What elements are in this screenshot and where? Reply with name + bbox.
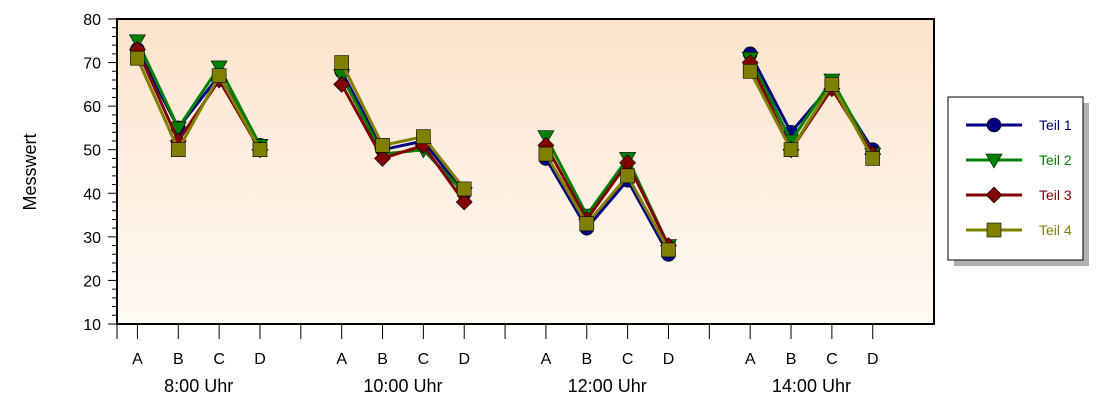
x-tick-label: D bbox=[254, 351, 266, 368]
legend-marker bbox=[985, 186, 1003, 204]
x-group-label: 10:00 Uhr bbox=[363, 376, 442, 396]
legend-marker bbox=[985, 153, 1003, 169]
data-point bbox=[374, 150, 391, 167]
data-point bbox=[456, 181, 472, 197]
y-tick-label: 70 bbox=[83, 56, 101, 73]
x-tick-label: D bbox=[458, 351, 470, 368]
x-tick-label: A bbox=[541, 351, 552, 368]
x-group-label: 14:00 Uhr bbox=[772, 376, 851, 396]
x-tick-label: C bbox=[622, 351, 634, 368]
x-group-label: 12:00 Uhr bbox=[568, 376, 647, 396]
data-point bbox=[579, 216, 595, 232]
series-line bbox=[748, 70, 875, 160]
series-line bbox=[544, 157, 670, 256]
legend-label: Teil 4 bbox=[1039, 222, 1072, 238]
x-tick-label: B bbox=[377, 351, 388, 368]
data-point bbox=[170, 142, 186, 158]
legend-marker bbox=[986, 117, 1002, 133]
y-tick-label: 10 bbox=[83, 317, 101, 334]
data-point bbox=[252, 142, 268, 158]
series-line bbox=[136, 40, 262, 147]
legend-label: Teil 3 bbox=[1039, 187, 1072, 203]
data-point bbox=[333, 75, 351, 93]
series-teil-4 bbox=[130, 50, 881, 258]
data-point bbox=[824, 77, 840, 92]
data-point bbox=[211, 68, 227, 83]
data-point bbox=[620, 168, 635, 184]
data-point bbox=[865, 151, 881, 166]
series-line bbox=[544, 153, 670, 251]
data-point bbox=[210, 60, 228, 76]
y-tick-label: 60 bbox=[83, 99, 101, 116]
data-point bbox=[416, 129, 431, 144]
data-point bbox=[783, 142, 799, 158]
data-point bbox=[661, 242, 676, 258]
data-point bbox=[742, 63, 758, 79]
data-point bbox=[455, 193, 473, 211]
series-line bbox=[340, 83, 466, 203]
legend-label: Teil 2 bbox=[1039, 152, 1072, 168]
plot-area bbox=[116, 18, 935, 325]
y-tick-label: 30 bbox=[83, 230, 101, 247]
series-line bbox=[544, 144, 670, 247]
y-axis-label: Messwert bbox=[20, 133, 40, 210]
x-tick-label: B bbox=[173, 351, 184, 368]
series-line bbox=[748, 57, 875, 155]
data-point bbox=[334, 55, 349, 70]
legend-marker bbox=[986, 222, 1002, 238]
x-tick-label: D bbox=[867, 351, 879, 368]
x-tick-label: B bbox=[581, 351, 592, 368]
x-tick-label: A bbox=[336, 351, 347, 368]
y-tick-label: 40 bbox=[83, 186, 101, 203]
series-line bbox=[340, 61, 466, 190]
legend-label: Teil 1 bbox=[1039, 117, 1072, 133]
series-line bbox=[136, 57, 262, 154]
x-tick-label: D bbox=[663, 351, 675, 368]
y-tick-label: 50 bbox=[83, 143, 101, 160]
x-tick-label: A bbox=[745, 351, 756, 368]
y-tick-label: 20 bbox=[83, 273, 101, 290]
x-tick-label: C bbox=[213, 351, 225, 368]
x-group-label: 8:00 Uhr bbox=[164, 376, 233, 396]
x-tick-label: C bbox=[826, 351, 838, 368]
data-point bbox=[538, 146, 554, 162]
y-tick-label: 80 bbox=[83, 12, 101, 29]
data-point bbox=[375, 138, 390, 153]
x-tick-label: C bbox=[418, 351, 430, 368]
data-point bbox=[130, 50, 145, 66]
x-tick-label: B bbox=[786, 351, 797, 368]
legend: Teil 1 Teil 2 Teil 3 Teil 4 bbox=[947, 96, 1089, 266]
x-tick-label: A bbox=[132, 351, 143, 368]
series-line bbox=[340, 70, 466, 195]
